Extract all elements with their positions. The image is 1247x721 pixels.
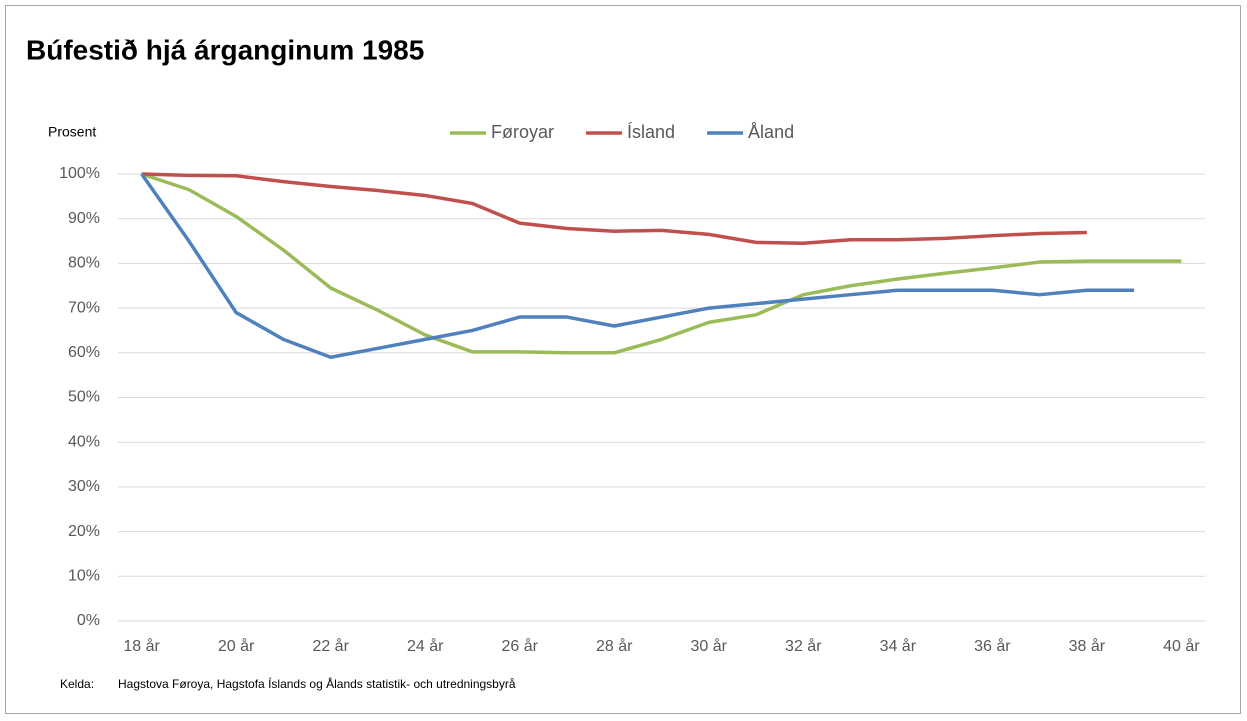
y-tick-label: 70% — [68, 299, 100, 316]
series-line — [141, 172, 1087, 246]
y-tick-label: 40% — [68, 433, 100, 450]
x-tick-label: 28 år — [596, 637, 633, 655]
y-tick-label: 90% — [68, 210, 100, 227]
y-tick-label: 80% — [68, 255, 100, 272]
y-tick-label: 20% — [68, 523, 100, 540]
x-tick-label: 18 år — [123, 637, 160, 655]
source: Hagstova Føroya, Hagstofa Íslands og Åla… — [118, 676, 516, 691]
x-tick-label: 30 år — [691, 637, 728, 655]
y-tick-label: 100% — [59, 165, 100, 182]
x-tick-label: 20 år — [218, 637, 255, 655]
chart-frame — [5, 5, 1241, 714]
x-tick-label: 22 år — [312, 637, 349, 655]
legend-label: Føroyar — [491, 122, 554, 142]
y-tick-label: 10% — [68, 568, 100, 585]
y-tick-label: 60% — [68, 344, 100, 361]
legend-label: Ísland — [627, 122, 675, 142]
x-tick-label: 32 år — [785, 637, 822, 655]
x-tick-label: 26 år — [501, 637, 538, 655]
y-tick-label: 50% — [68, 389, 100, 406]
series-line — [140, 172, 1135, 360]
source-label: Kelda: — [60, 677, 94, 691]
series-line — [141, 172, 1182, 355]
x-tick-label: 40 år — [1163, 637, 1200, 655]
x-tick-label: 34 år — [880, 637, 917, 655]
chart-title: Búfestið hjá árganginum 1985 — [26, 34, 424, 65]
legend-label: Åland — [748, 122, 794, 142]
y-tick-label: 0% — [77, 612, 100, 629]
x-tick-label: 24 år — [407, 637, 444, 655]
x-tick-label: 36 år — [974, 637, 1011, 655]
y-axis-label: Prosent — [48, 124, 96, 140]
y-tick-label: 30% — [68, 478, 100, 495]
x-tick-label: 38 år — [1069, 637, 1106, 655]
